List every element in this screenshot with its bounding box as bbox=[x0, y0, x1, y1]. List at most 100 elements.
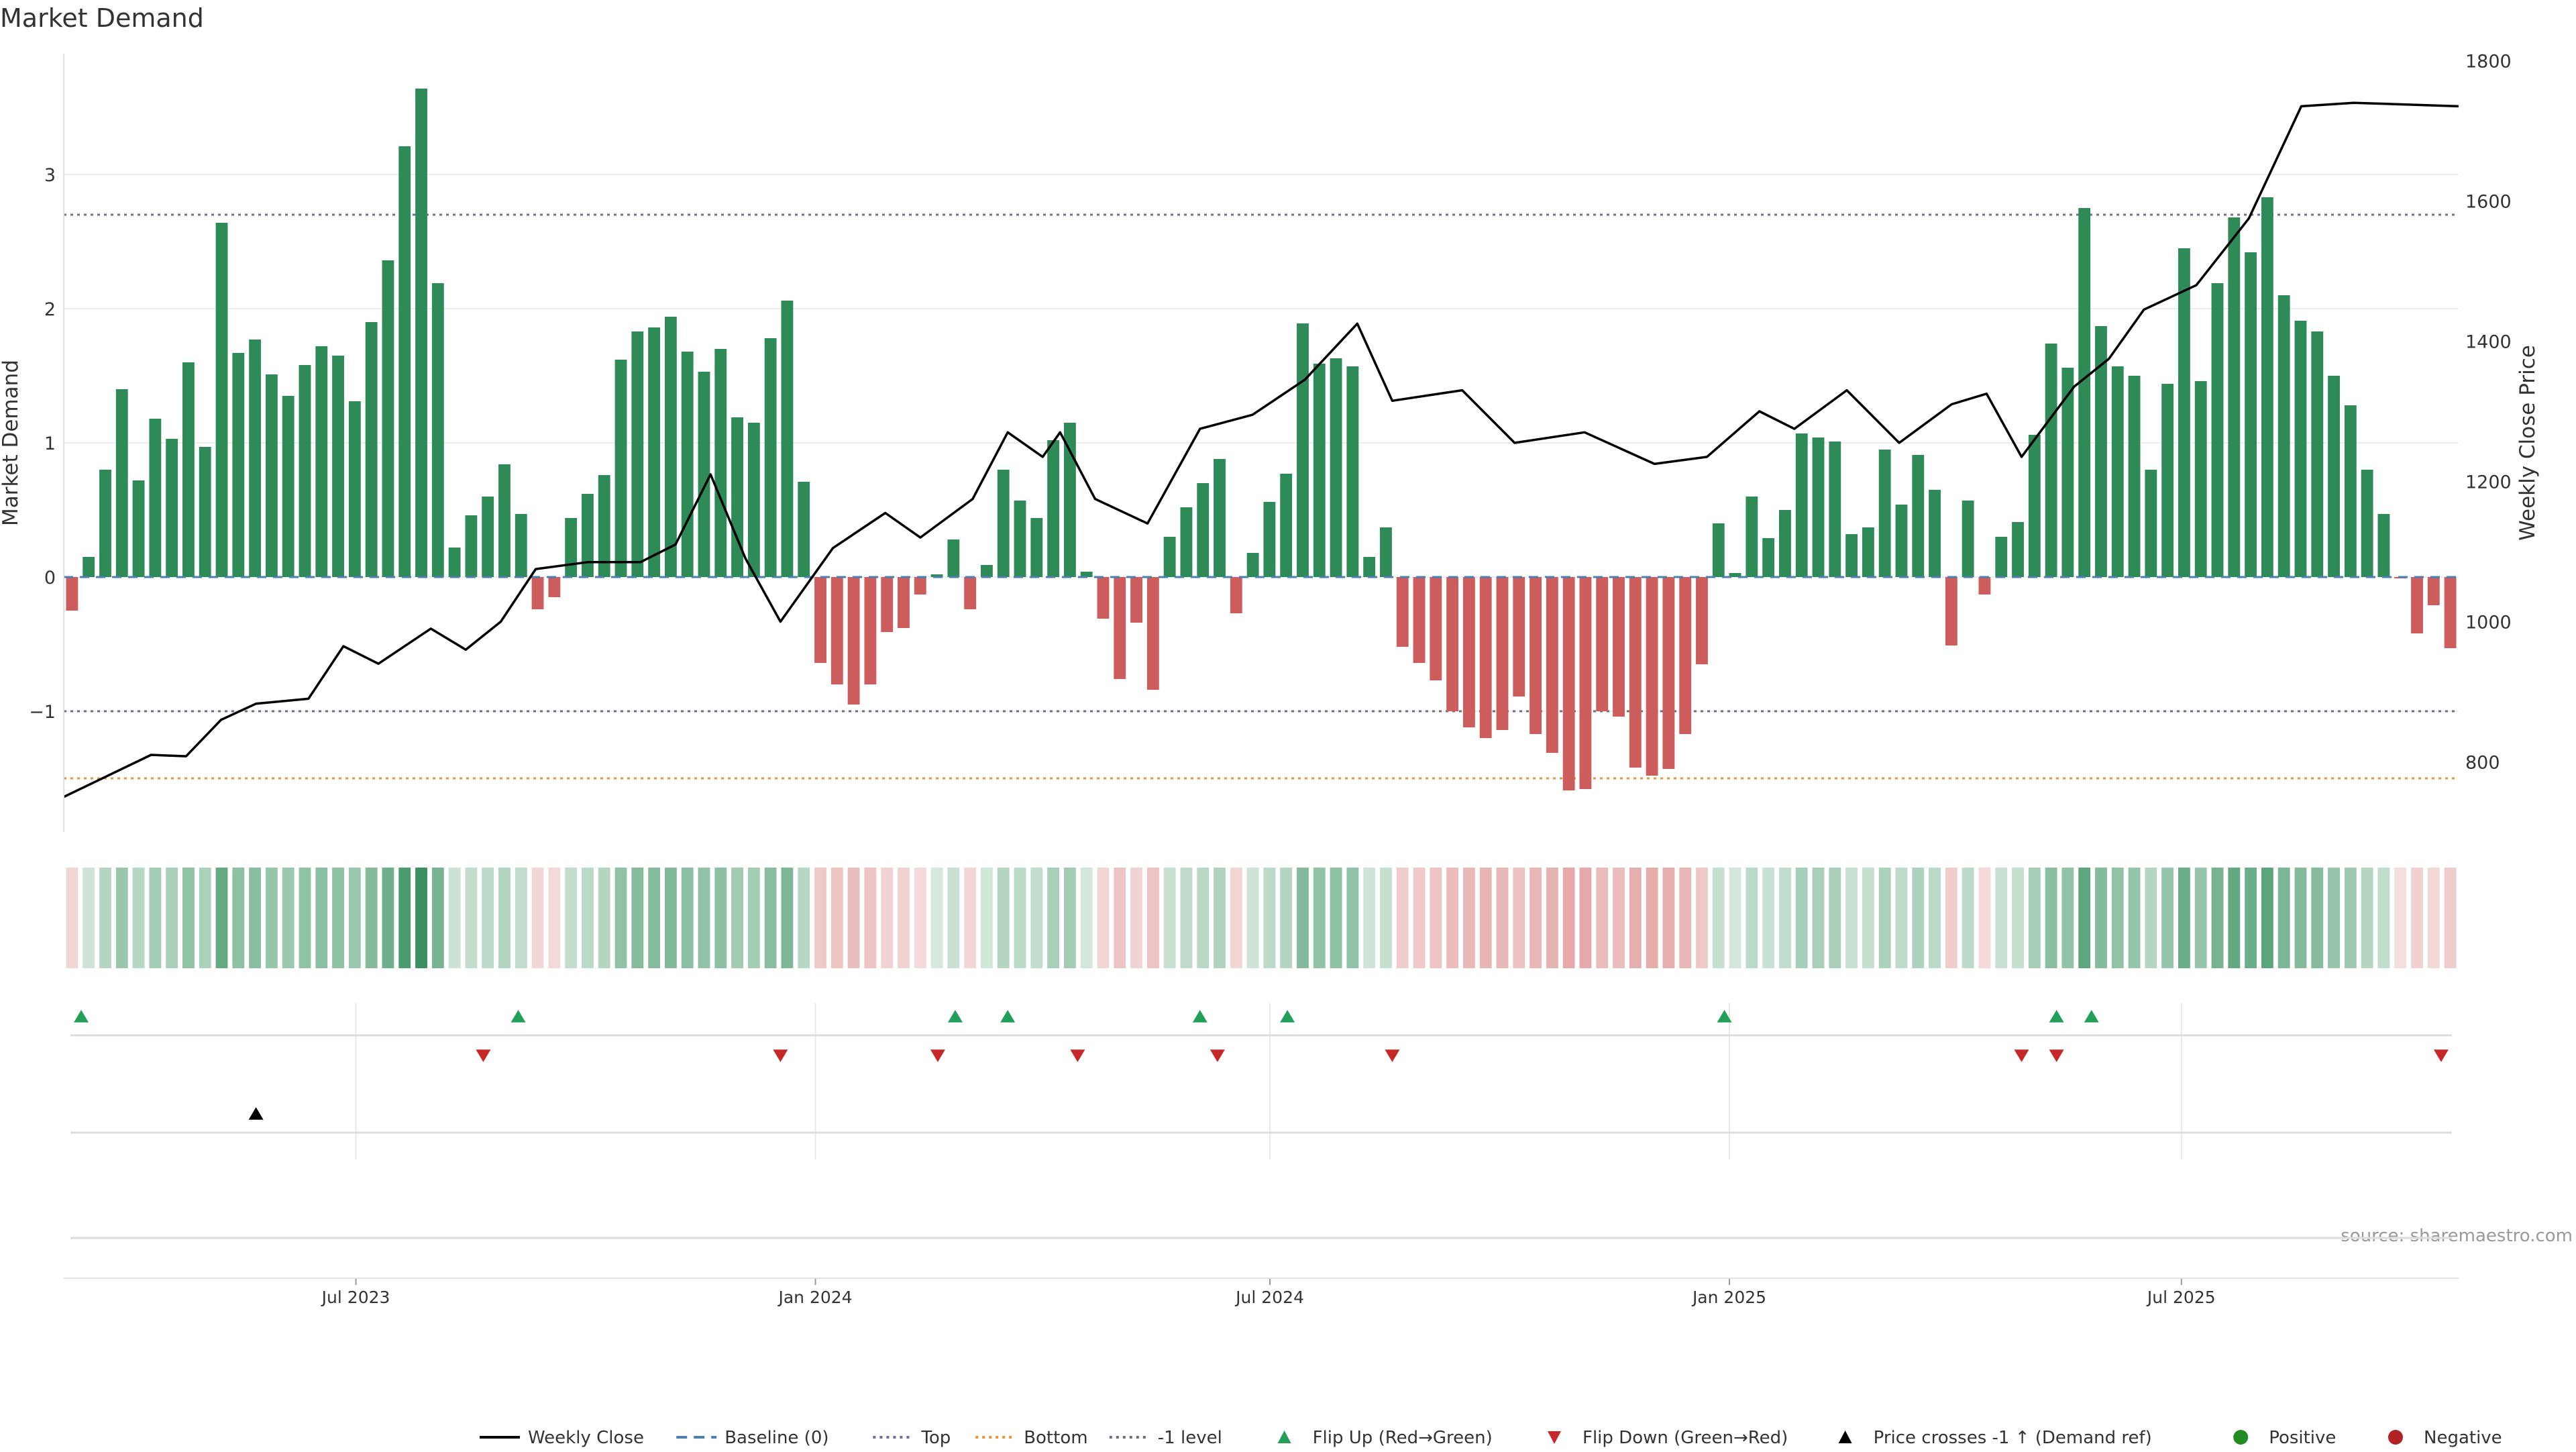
heat-cell bbox=[431, 868, 444, 968]
demand-bar bbox=[83, 557, 95, 577]
demand-bar bbox=[1662, 577, 1675, 769]
heat-cell bbox=[1146, 868, 1159, 968]
heat-cell bbox=[448, 868, 461, 968]
y2-tick-label: 1400 bbox=[2465, 331, 2512, 352]
y-tick-label: 0 bbox=[44, 568, 56, 588]
flip-down-marker bbox=[2049, 1049, 2064, 1062]
demand-bar bbox=[1529, 577, 1542, 734]
demand-bar bbox=[1080, 572, 1093, 577]
demand-bar bbox=[1629, 577, 1642, 768]
demand-bar bbox=[1363, 557, 1376, 577]
demand-bar bbox=[2377, 514, 2390, 577]
heat-cell bbox=[1529, 868, 1542, 968]
heat-cell bbox=[2078, 868, 2091, 968]
demand-bar bbox=[881, 577, 894, 632]
heat-cell bbox=[2361, 868, 2373, 968]
demand-bar bbox=[182, 362, 195, 577]
legend-label: Positive bbox=[2269, 1428, 2336, 1448]
demand-bar bbox=[1712, 523, 1725, 577]
x-tick-label: Jan 2024 bbox=[777, 1288, 852, 1307]
heat-cell bbox=[781, 868, 794, 968]
heat-cell bbox=[1795, 868, 1808, 968]
demand-bar bbox=[764, 338, 777, 577]
demand-bar bbox=[1413, 577, 1426, 663]
flip-down-marker bbox=[930, 1049, 945, 1062]
demand-bar bbox=[1047, 440, 1060, 577]
heat-cell bbox=[2211, 868, 2224, 968]
event-panels: Jul 2023 Jan 2024 Jul 2024 Jan 2025 Jul 2025 bbox=[64, 1003, 2459, 1307]
demand-bar bbox=[2277, 295, 2290, 577]
demand-bar bbox=[1596, 577, 1609, 711]
demand-bar bbox=[2095, 326, 2107, 577]
demand-bar bbox=[1313, 364, 1326, 577]
heat-cell bbox=[1396, 868, 1409, 968]
legend-swatch-positive bbox=[2233, 1430, 2249, 1445]
demand-bar bbox=[1579, 577, 1592, 789]
demand-bar bbox=[2111, 366, 2124, 577]
heat-cell bbox=[348, 868, 361, 968]
demand-bar bbox=[1246, 553, 1259, 577]
legend-item-baseline: Baseline (0) bbox=[676, 1428, 829, 1448]
demand-bar bbox=[1030, 518, 1043, 577]
demand-bar bbox=[1180, 507, 1193, 577]
heat-cell bbox=[2411, 868, 2423, 968]
y2-tick-label: 1000 bbox=[2465, 612, 2512, 633]
demand-bar bbox=[1496, 577, 1509, 730]
heat-cell bbox=[2261, 868, 2273, 968]
demand-bar bbox=[2245, 252, 2257, 577]
demand-bar bbox=[1280, 474, 1293, 577]
heat-cell bbox=[265, 868, 278, 968]
heat-cell bbox=[930, 868, 943, 968]
heat-cell bbox=[582, 868, 594, 968]
heat-cell bbox=[681, 868, 694, 968]
heat-cell bbox=[1746, 868, 1758, 968]
demand-bar bbox=[947, 539, 960, 577]
legend-swatch-flip-up bbox=[1277, 1431, 1291, 1443]
heat-cell bbox=[2427, 868, 2440, 968]
demand-bar bbox=[1146, 577, 1159, 690]
demand-bar bbox=[382, 260, 394, 577]
demand-bar bbox=[465, 515, 478, 577]
heat-cell bbox=[2012, 868, 2024, 968]
flip-down-marker bbox=[1210, 1049, 1225, 1062]
heat-cell bbox=[1679, 868, 1692, 968]
legend-item-positive: Positive bbox=[2233, 1428, 2336, 1448]
heat-cell bbox=[382, 868, 394, 968]
demand-bar bbox=[648, 327, 661, 577]
legend-item-flipdown: Flip Down (Green→Red) bbox=[1548, 1428, 1788, 1448]
heat-cell bbox=[249, 868, 262, 968]
heat-cell bbox=[1014, 868, 1026, 968]
demand-bar bbox=[997, 470, 1010, 577]
legend-swatch-negative bbox=[2388, 1430, 2403, 1445]
demand-bar bbox=[1779, 510, 1791, 577]
heat-cell bbox=[1613, 868, 1625, 968]
heat-cell bbox=[1163, 868, 1176, 968]
demand-bar bbox=[1396, 577, 1409, 647]
legend-swatch-flip-down bbox=[1548, 1431, 1561, 1444]
demand-bar bbox=[1995, 537, 2008, 577]
demand-bar bbox=[498, 464, 511, 577]
heat-cell bbox=[66, 868, 78, 968]
heat-cell bbox=[614, 868, 627, 968]
heat-cell bbox=[2111, 868, 2124, 968]
heat-cell bbox=[565, 868, 578, 968]
heat-cell bbox=[1878, 868, 1891, 968]
legend-label: -1 level bbox=[1158, 1428, 1222, 1448]
flip-down-marker bbox=[1385, 1049, 1400, 1062]
demand-bar bbox=[1479, 577, 1492, 738]
heat-cell bbox=[830, 868, 843, 968]
heat-cell bbox=[1263, 868, 1276, 968]
demand-bar bbox=[66, 577, 78, 611]
demand-bar bbox=[232, 353, 245, 577]
heat-cell bbox=[2128, 868, 2141, 968]
heat-cell bbox=[1380, 868, 1392, 968]
legend-item-negative: Negative bbox=[2388, 1428, 2502, 1448]
demand-bar bbox=[2444, 577, 2457, 648]
heat-cell bbox=[864, 868, 877, 968]
x-tick-label: Jan 2025 bbox=[1691, 1288, 1766, 1307]
demand-bar bbox=[664, 317, 677, 577]
demand-bar bbox=[565, 518, 578, 577]
heat-cell bbox=[1762, 868, 1775, 968]
heat-cell bbox=[1995, 868, 2008, 968]
heat-cell bbox=[2311, 868, 2324, 968]
